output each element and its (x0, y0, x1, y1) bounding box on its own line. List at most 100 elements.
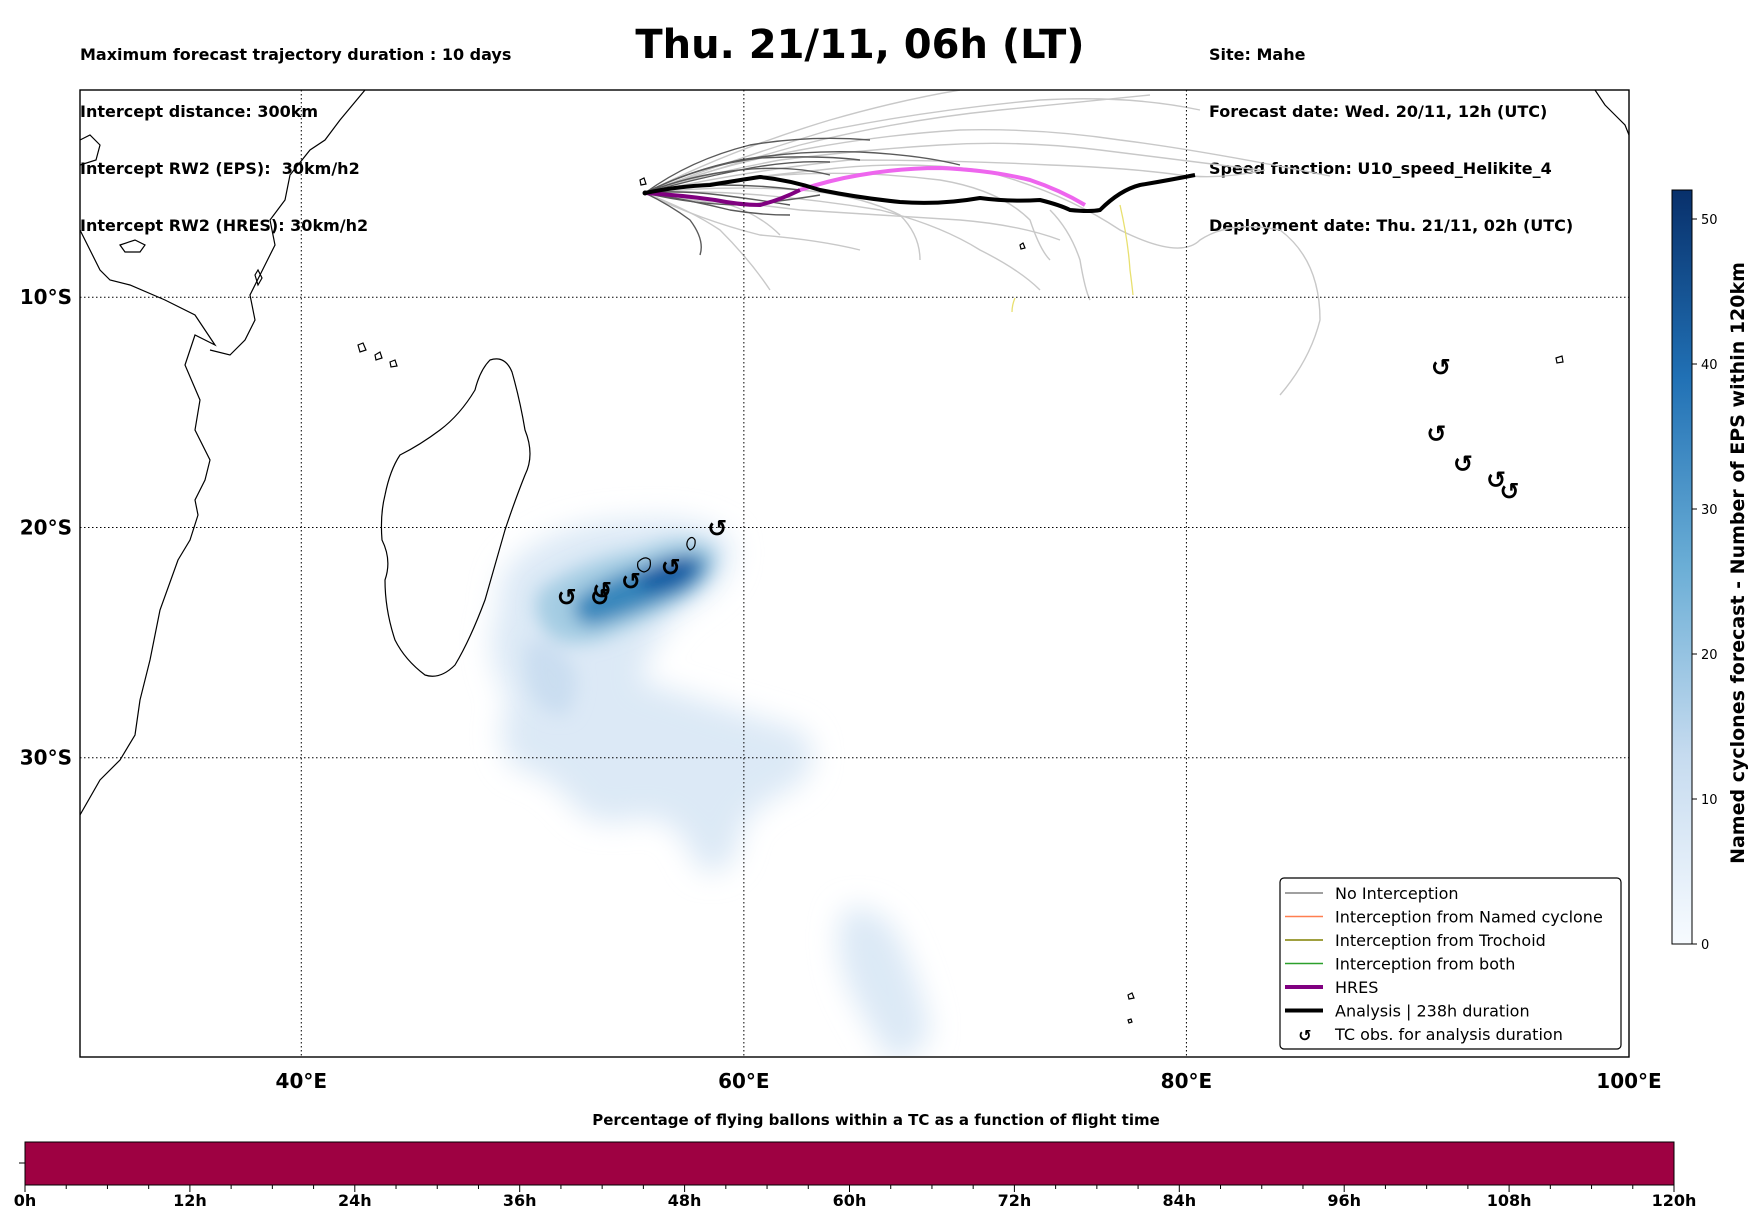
colorbar: 0 10 20 30 40 50 (1671, 189, 1718, 953)
time-bar-fill (24, 1141, 1675, 1186)
time-bar-tick-label: 108h (1487, 1191, 1532, 1210)
colorbar-tick-label: 30 (1701, 503, 1718, 518)
tc-obs-symbol: ↺ (621, 567, 641, 595)
colorbar-tick-label: 50 (1701, 213, 1718, 228)
time-bar-tick-label: 120h (1652, 1191, 1697, 1210)
tc-obs-symbol: ↺ (661, 554, 681, 582)
max-duration-text: Maximum forecast trajectory duration : 1… (80, 45, 512, 64)
lon-tick-label: 60°E (718, 1069, 770, 1093)
tc-obs-symbol: ↺ (592, 577, 612, 605)
trajectory-light (1049, 209, 1091, 301)
site-text: Site: Mahe (1209, 45, 1306, 64)
lon-tick-label: 40°E (276, 1069, 328, 1093)
comoros-island-2 (389, 359, 398, 368)
density-tail-region (838, 907, 930, 1057)
time-bar-tick-label: 48h (668, 1191, 702, 1210)
trochoid-interception-track-2 (1011, 297, 1016, 313)
trajectory-dark (644, 192, 791, 216)
time-bar-tick-label: 24h (338, 1191, 372, 1210)
reunion-island (637, 557, 651, 573)
lon-tick-label: 100°E (1596, 1069, 1661, 1093)
horn-coastline (80, 134, 101, 166)
sumatra-edge (1594, 90, 1629, 136)
deployment-date-text: Deployment date: Thu. 21/11, 02h (UTC) (1209, 216, 1574, 235)
socotra-island (119, 239, 146, 253)
legend-item-label: No Interception (1335, 884, 1459, 903)
colorbar-tick-label: 20 (1701, 648, 1718, 663)
tc-obs-symbol: ↺ (590, 584, 610, 612)
density-peak-region (636, 556, 696, 591)
east-africa-coastline (209, 90, 366, 356)
latitude-tick-labels: 10°S 20°S 30°S (20, 285, 72, 769)
africa-coastline (80, 229, 217, 816)
time-bar-tick-label: 0h (14, 1191, 37, 1210)
trajectory-light (644, 192, 771, 291)
chagos-island (1019, 242, 1026, 250)
intercept-distance-text: Intercept distance: 300km (80, 102, 319, 121)
header-right: Site: Mahe Forecast date: Wed. 20/11, 12… (1209, 7, 1573, 254)
comoros-island-3 (357, 342, 367, 353)
map-area[interactable]: ↺↺↺↺↺↺↺↺↺↺↺ (80, 90, 1629, 1060)
legend-item-label: Interception from Trochoid (1335, 931, 1546, 950)
density-side-region (525, 640, 577, 715)
colorbar-gradient (1671, 189, 1693, 945)
time-bar: 0h 12h 24h 36h 48h 60h 72h 84h 96h 108h 120h (14, 1141, 1697, 1210)
time-bar-tick-label: 96h (1327, 1191, 1361, 1210)
time-bar-tick-label: 36h (503, 1191, 537, 1210)
trajectory-dark (644, 156, 861, 194)
cyclone-density-field (492, 519, 930, 1057)
page-title: Thu. 21/11, 06h (LT) (635, 22, 1085, 68)
tc-obs-symbol: ↺ (1431, 353, 1451, 381)
legend-item-label: HRES (1335, 978, 1378, 997)
legend-tc-symbol: ↺ (1298, 1026, 1311, 1045)
tc-obs-symbol: ↺ (707, 514, 727, 542)
colorbar-tick-label: 10 (1701, 793, 1718, 808)
lat-tick-label: 30°S (20, 746, 72, 770)
colorbar-tick-label: 40 (1701, 358, 1718, 373)
trajectory-light (644, 129, 1331, 194)
hres-track (644, 188, 801, 208)
time-bar-title: Percentage of flying ballons within a TC… (592, 1111, 1160, 1129)
trajectory-light (644, 192, 861, 251)
eps-trajectories-light (644, 90, 1331, 396)
time-bar-tick-label: 12h (173, 1191, 207, 1210)
mauritius-island (686, 536, 696, 551)
trajectory-light (644, 191, 1041, 291)
trajectory-dark (644, 167, 831, 194)
amsterdam-island (1127, 1018, 1133, 1024)
legend-item-label: Interception from both (1335, 955, 1515, 974)
coastlines (80, 90, 1629, 1024)
seychelles-small (639, 177, 647, 186)
intercept-hres-text: Intercept RW2 (HRES): 30km/h2 (80, 216, 369, 235)
time-bar-tick-label: 60h (833, 1191, 867, 1210)
map-frame (79, 89, 1630, 1058)
trajectory-light (644, 142, 1261, 194)
tc-observations: ↺↺↺↺↺↺↺↺↺↺↺ (557, 353, 1520, 611)
lon-tick-label: 80°E (1161, 1069, 1213, 1093)
intercept-eps-text: Intercept RW2 (EPS): 30km/h2 (80, 159, 360, 178)
trajectory-light (644, 94, 1151, 194)
analysis-track (644, 173, 1196, 213)
tc-obs-symbol: ↺ (1486, 466, 1506, 494)
legend-box (1279, 877, 1622, 1050)
legend: No Interception Interception from Named c… (1279, 877, 1622, 1050)
legend-item-label: Analysis | 238h duration (1335, 1002, 1530, 1021)
colorbar-title: Named cyclones forecast - Number of EPS … (1727, 262, 1749, 864)
gridlines (80, 90, 1629, 1057)
comoros-island-1 (374, 351, 383, 361)
madagascar-coastline (380, 358, 531, 677)
header-left: Maximum forecast trajectory duration : 1… (80, 7, 511, 254)
tc-obs-symbol: ↺ (1499, 478, 1519, 506)
cocos-island (1555, 355, 1564, 364)
tc-obs-symbol: ↺ (1453, 450, 1473, 478)
colorbar-tick-label: 0 (1701, 938, 1709, 953)
time-bar-tick-label: 72h (998, 1191, 1032, 1210)
trajectory-dark (644, 192, 702, 256)
forecast-date-text: Forecast date: Wed. 20/11, 12h (UTC) (1209, 102, 1548, 121)
trajectory-dark (644, 137, 871, 194)
site-mahe-marker (642, 190, 648, 196)
zanzibar-island (254, 268, 263, 287)
tc-obs-symbol: ↺ (1426, 420, 1446, 448)
legend-item-label: TC obs. for analysis duration (1334, 1025, 1563, 1044)
tc-obs-symbol: ↺ (557, 584, 577, 612)
